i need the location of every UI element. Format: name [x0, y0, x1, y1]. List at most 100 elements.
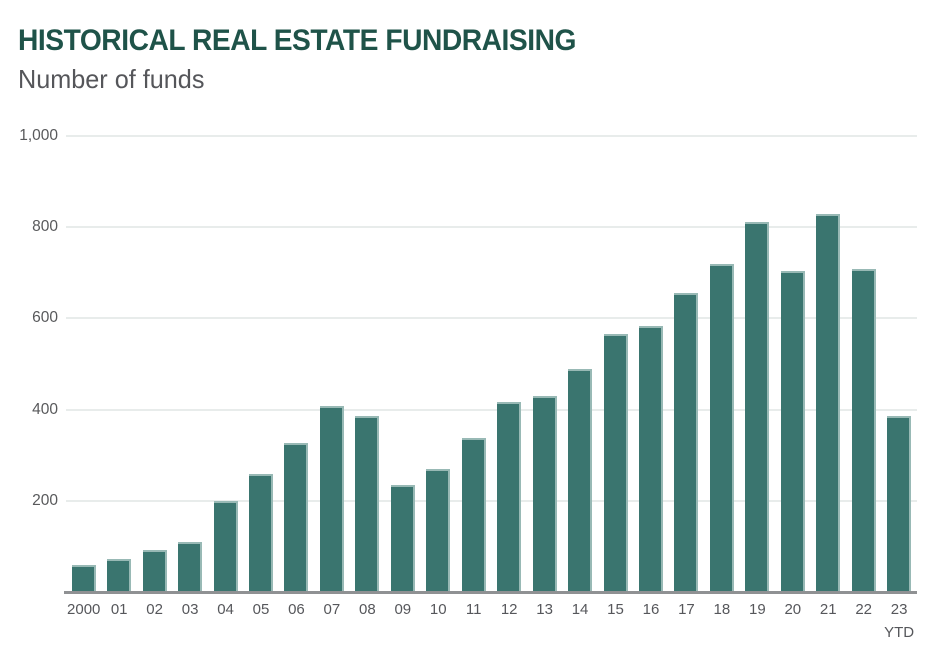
- bar-20: [780, 271, 805, 592]
- bar-slot-13: 13: [527, 136, 562, 617]
- x-tick-label-15: 15: [598, 602, 633, 617]
- bar-14: [568, 368, 593, 592]
- bar-slot-21: 21: [811, 136, 846, 617]
- gridline-200: [66, 499, 917, 502]
- x-tick-label-16: 16: [633, 602, 668, 617]
- bar-slot-23: 23 YTD: [881, 136, 916, 640]
- bar-12: [497, 402, 522, 592]
- x-tick-label-07: 07: [314, 602, 349, 617]
- x-tick-label-09: 09: [385, 602, 420, 617]
- x-tick-year: 13: [536, 601, 553, 618]
- bar-slot-14: 14: [562, 136, 597, 617]
- bar-slot-05: 05: [243, 136, 278, 617]
- x-tick-year: 14: [571, 601, 589, 618]
- bar-10: [426, 469, 451, 592]
- bar-11: [461, 437, 486, 592]
- bar-slot-22: 22: [846, 136, 881, 617]
- bar-slot-15: 15: [598, 136, 633, 617]
- x-tick-label-11: 11: [456, 602, 491, 617]
- x-tick-label-06: 06: [279, 602, 314, 617]
- bar-19: [745, 222, 770, 592]
- bar-18: [709, 263, 734, 592]
- bar-slot-20: 20: [775, 136, 810, 617]
- bar-slot-11: 11: [456, 136, 491, 617]
- x-tick-year: 09: [394, 601, 412, 618]
- bar-slot-01: 01: [101, 136, 136, 617]
- x-tick-label-19: 19: [740, 602, 775, 617]
- gridline-600: [66, 317, 917, 320]
- x-tick-year: 22: [855, 601, 873, 618]
- bar-slot-06: 06: [279, 136, 314, 617]
- bar-13: [532, 395, 557, 592]
- x-tick-year: 07: [323, 601, 341, 618]
- x-tick-label-05: 05: [243, 602, 278, 617]
- gridline-800: [66, 226, 917, 229]
- x-tick-label-04: 04: [208, 602, 243, 617]
- bar-15: [603, 334, 628, 592]
- gridline-1000: [66, 135, 917, 137]
- bar-05: [248, 474, 273, 592]
- x-tick-year: 20: [784, 601, 802, 618]
- bar-slot-08: 08: [350, 136, 385, 617]
- x-tick-year: 21: [819, 601, 837, 618]
- bar-03: [178, 541, 203, 592]
- x-tick-label-17: 17: [669, 602, 704, 617]
- x-tick-label-03: 03: [172, 602, 207, 617]
- x-tick-year: 12: [500, 601, 518, 618]
- bar-04: [213, 500, 238, 592]
- y-tick-label-600: 600: [32, 309, 58, 327]
- plot-area: 2000 01 02 03 04 05 06 07 08 09 10 11 12 13 14 15 16 17 18…: [19, 127, 917, 640]
- x-axis-line: [64, 591, 917, 594]
- x-tick-year: 11: [465, 601, 482, 618]
- bar-slot-19: 19: [740, 136, 775, 617]
- bar-slot-16: 16: [633, 136, 668, 617]
- x-tick-year: 01: [110, 601, 128, 618]
- x-tick-year: 10: [429, 601, 447, 618]
- x-tick-year: 16: [642, 601, 660, 618]
- x-tick-label-08: 08: [350, 602, 385, 617]
- bar-slot-02: 02: [137, 136, 172, 617]
- x-tick-year: 04: [217, 601, 234, 618]
- x-tick-label-13: 13: [527, 602, 562, 617]
- x-tick-year: 2000: [67, 601, 101, 618]
- x-tick-label-12: 12: [491, 602, 526, 617]
- x-tick-year: 02: [146, 601, 163, 618]
- bar-06: [284, 443, 309, 592]
- bar-slot-10: 10: [421, 136, 456, 617]
- x-tick-year: 23: [890, 601, 908, 618]
- x-tick-year: 08: [359, 601, 376, 618]
- bar-2000: [71, 564, 96, 592]
- bar-02: [142, 550, 167, 592]
- bar-series: 2000 01 02 03 04 05 06 07 08 09 10 11 12 13 14 15 16 17 18…: [66, 136, 917, 640]
- bar-slot-07: 07: [314, 136, 349, 617]
- x-tick-label-14: 14: [562, 602, 597, 617]
- x-tick-year: 05: [252, 601, 270, 618]
- bar-slot-18: 18: [704, 136, 739, 617]
- bar-slot-09: 09: [385, 136, 420, 617]
- bar-07: [319, 405, 344, 592]
- x-tick-label-22: 22: [846, 602, 881, 617]
- x-tick-year: 03: [181, 601, 199, 618]
- x-tick-label-01: 01: [101, 602, 136, 617]
- bar-22: [851, 268, 876, 592]
- bar-01: [107, 559, 132, 592]
- bar-09: [390, 485, 415, 592]
- y-tick-label-800: 800: [32, 218, 58, 236]
- x-tick-label-10: 10: [421, 602, 456, 617]
- x-tick-year: 15: [607, 601, 624, 618]
- bar-slot-04: 04: [208, 136, 243, 617]
- x-tick-year: 17: [678, 601, 695, 618]
- chart-subtitle: Number of funds: [18, 64, 205, 94]
- bar-23: [887, 416, 912, 592]
- x-tick-label-2000: 2000: [66, 602, 101, 617]
- bar-08: [355, 416, 380, 592]
- x-tick-label-02: 02: [137, 602, 172, 617]
- x-tick-label-21: 21: [811, 602, 846, 617]
- bar-slot-03: 03: [172, 136, 207, 617]
- x-tick-year: 06: [288, 601, 305, 618]
- bar-slot-2000: 2000: [66, 136, 101, 617]
- bar-slot-17: 17: [669, 136, 704, 617]
- y-tick-label-400: 400: [32, 400, 58, 418]
- y-tick-label-1000: 1,000: [19, 127, 58, 144]
